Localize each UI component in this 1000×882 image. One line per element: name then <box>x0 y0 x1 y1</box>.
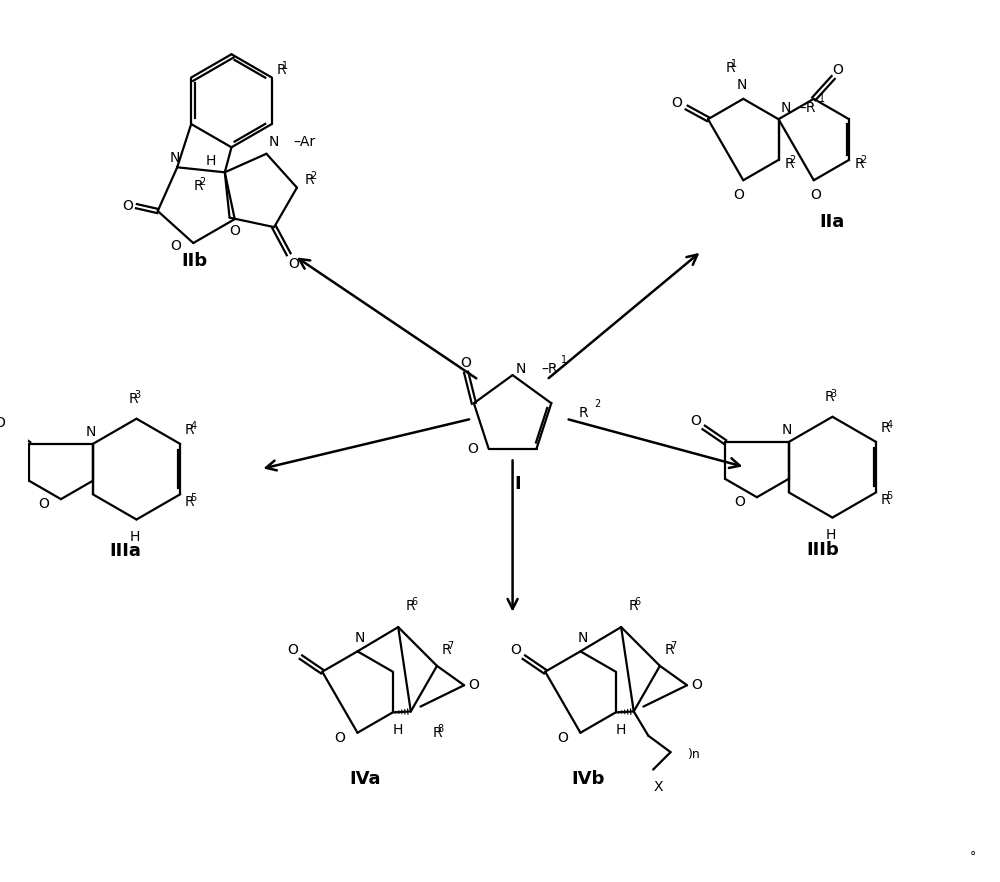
Text: O: O <box>122 199 133 213</box>
Text: IVa: IVa <box>349 770 381 789</box>
Text: O: O <box>672 96 682 109</box>
Text: 2: 2 <box>310 171 316 181</box>
Text: O: O <box>690 414 701 428</box>
Text: 1: 1 <box>819 93 825 104</box>
Text: R: R <box>185 495 195 509</box>
Text: 6: 6 <box>411 597 417 607</box>
Text: R: R <box>305 173 314 187</box>
Text: IIIa: IIIa <box>109 542 141 560</box>
Text: IIb: IIb <box>182 251 208 270</box>
Text: R: R <box>855 157 864 171</box>
Text: O: O <box>468 442 479 456</box>
Text: O: O <box>733 188 744 202</box>
Text: O: O <box>0 415 5 430</box>
Text: R: R <box>129 392 138 407</box>
Text: R: R <box>194 179 203 193</box>
Text: R: R <box>185 423 195 437</box>
Text: R: R <box>432 726 442 740</box>
Text: 4: 4 <box>886 420 892 430</box>
Text: N: N <box>577 631 588 645</box>
Text: 5: 5 <box>190 493 197 504</box>
Text: R: R <box>784 157 794 171</box>
Text: H: H <box>206 153 216 168</box>
Text: O: O <box>468 678 479 692</box>
Text: N: N <box>736 78 747 93</box>
Text: R: R <box>881 493 891 507</box>
Text: R: R <box>629 599 639 613</box>
Text: O: O <box>691 678 702 692</box>
Text: 2: 2 <box>594 399 600 409</box>
Text: R: R <box>726 61 735 75</box>
Text: O: O <box>833 63 843 77</box>
Text: I: I <box>514 475 521 493</box>
Text: 1: 1 <box>282 61 288 71</box>
Text: H: H <box>615 723 626 736</box>
Text: O: O <box>335 730 345 744</box>
Text: X: X <box>653 780 663 794</box>
Text: O: O <box>511 643 522 657</box>
Text: R: R <box>442 643 451 657</box>
Text: 6: 6 <box>634 597 640 607</box>
Text: O: O <box>288 257 299 271</box>
Text: O: O <box>734 495 745 509</box>
Text: N: N <box>782 423 792 437</box>
Text: H: H <box>129 530 140 544</box>
Text: 5: 5 <box>886 491 893 501</box>
Text: O: O <box>461 356 472 370</box>
Text: 2: 2 <box>199 177 205 187</box>
Text: R: R <box>277 63 286 77</box>
Text: 3: 3 <box>830 388 836 399</box>
Text: 7: 7 <box>670 641 676 652</box>
Text: IIa: IIa <box>820 213 845 231</box>
Text: 4: 4 <box>190 422 196 431</box>
Text: –R: –R <box>542 363 558 377</box>
Text: 3: 3 <box>134 391 140 400</box>
Text: 2: 2 <box>860 155 866 165</box>
Text: N: N <box>354 631 365 645</box>
Text: N: N <box>170 151 180 165</box>
Text: O: O <box>229 224 240 238</box>
Text: 7: 7 <box>447 641 453 652</box>
Text: H: H <box>825 528 836 542</box>
Text: R: R <box>825 391 834 404</box>
Text: 8: 8 <box>437 724 444 734</box>
Text: O: O <box>558 730 568 744</box>
Text: O: O <box>810 188 821 202</box>
Text: O: O <box>38 497 49 511</box>
Text: R: R <box>881 422 891 436</box>
Text: O: O <box>170 239 181 253</box>
Text: 1: 1 <box>731 59 737 69</box>
Text: )n: )n <box>688 748 701 760</box>
Text: N: N <box>515 363 526 377</box>
Text: H: H <box>392 723 403 736</box>
Text: °: ° <box>970 850 976 863</box>
Text: 1: 1 <box>561 355 567 365</box>
Text: IVb: IVb <box>571 770 605 789</box>
Text: –R: –R <box>800 101 816 115</box>
Text: IIIb: IIIb <box>806 541 839 558</box>
Text: R: R <box>578 406 588 420</box>
Text: N: N <box>781 101 791 115</box>
Text: –Ar: –Ar <box>294 135 316 149</box>
Text: R: R <box>665 643 674 657</box>
Text: R: R <box>406 599 416 613</box>
Text: O: O <box>288 643 299 657</box>
Text: N: N <box>86 425 96 439</box>
Text: N: N <box>269 135 279 149</box>
Text: 2: 2 <box>790 155 796 165</box>
